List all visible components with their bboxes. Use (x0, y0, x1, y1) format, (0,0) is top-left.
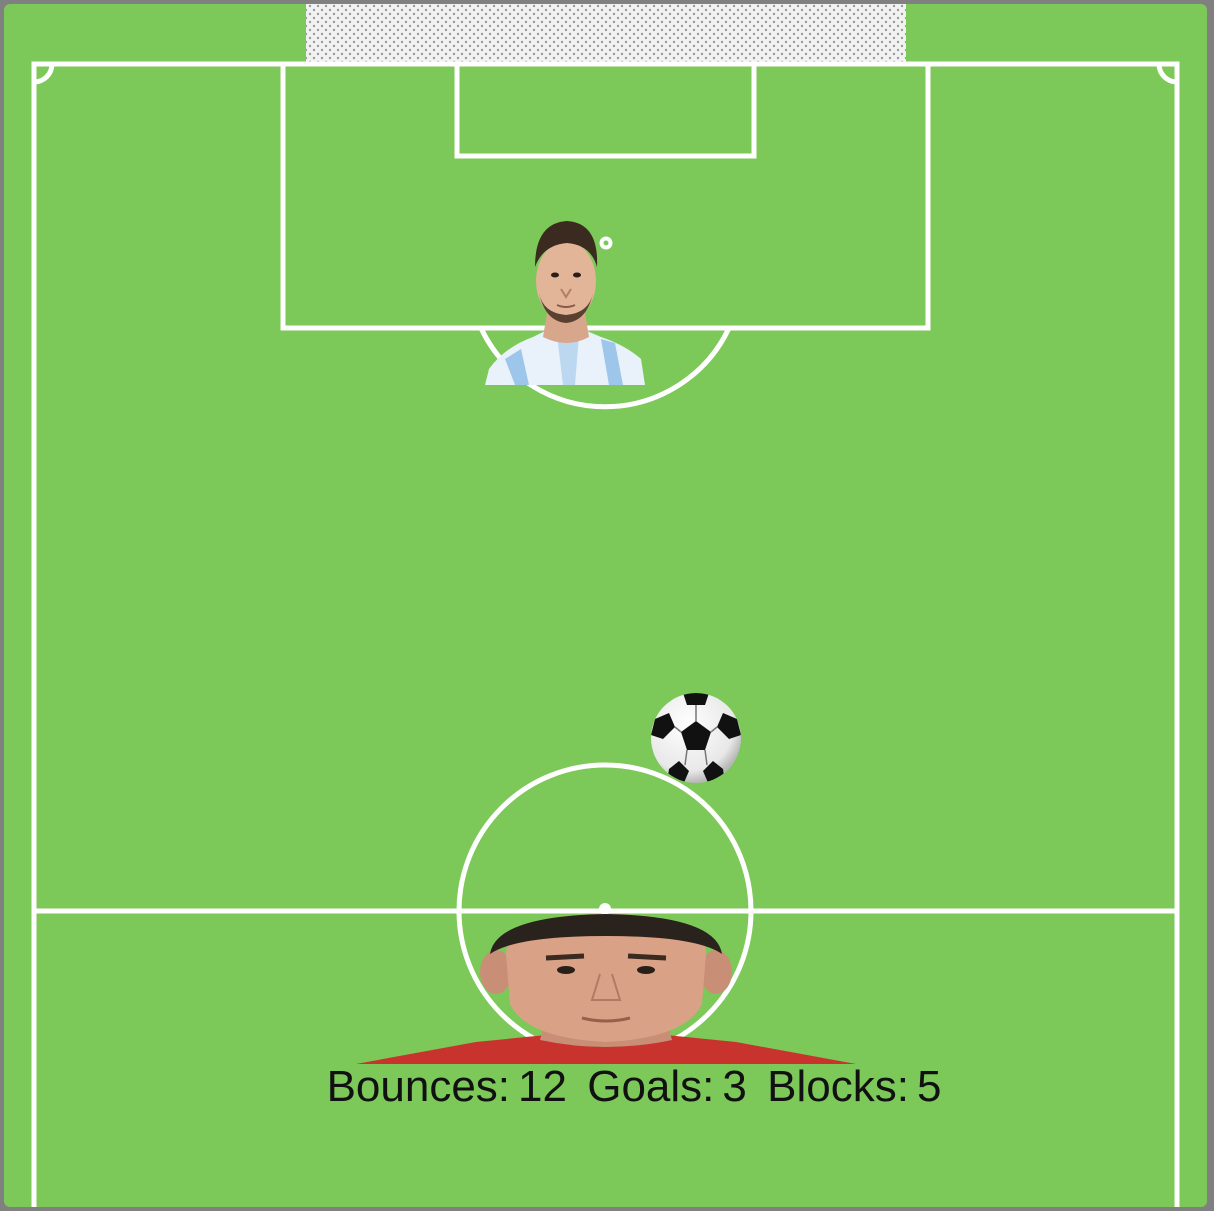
goalkeeper-player-avatar (485, 209, 647, 385)
goal-area (454, 61, 757, 159)
center-spot (599, 903, 611, 915)
blocks-label: Blocks: (767, 1062, 909, 1111)
score-hud: Bounces: 12 Goals: 3 Blocks: 5 (204, 1062, 1064, 1112)
blocks-count: 5 (916, 1062, 942, 1111)
striker-player-avatar (356, 914, 856, 1064)
bounces-label: Bounces: (326, 1062, 511, 1111)
game-stage[interactable]: Bounces: 12 Goals: 3 Blocks: 5 (4, 4, 1207, 1207)
goals-count: 3 (722, 1062, 747, 1111)
corner-arc-left (33, 63, 55, 85)
soccer-ball-icon[interactable] (649, 691, 743, 785)
soccer-pitch (31, 4, 1180, 1207)
goal-net (306, 4, 906, 62)
corner-arc-right (1156, 63, 1178, 85)
bounces-count: 12 (518, 1062, 567, 1111)
goals-label: Goals: (587, 1062, 715, 1111)
